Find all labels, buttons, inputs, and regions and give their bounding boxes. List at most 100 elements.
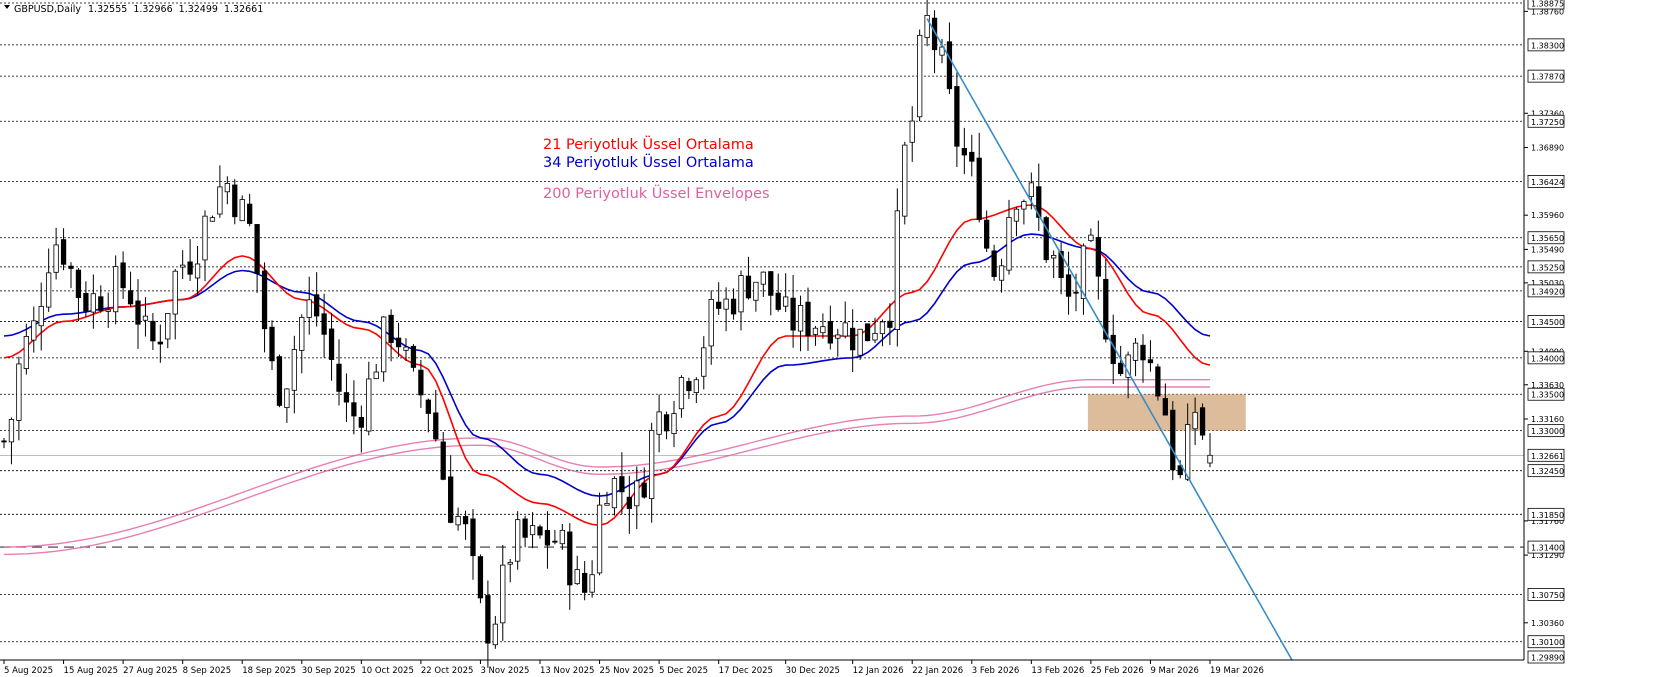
open-value: 1.32555 [88,4,127,15]
candle [135,279,141,349]
candle [1132,337,1139,377]
candle [991,244,997,281]
candle [224,176,230,205]
candle [425,398,431,433]
candle [507,559,513,583]
candle [1088,228,1094,243]
svg-text:1.35250: 1.35250 [1531,263,1564,272]
candle [1118,345,1124,377]
candle [574,555,580,585]
candle [663,411,670,440]
candle [314,272,320,327]
candle [1095,220,1101,300]
candle [269,320,275,370]
candle [1080,243,1087,315]
svg-text:GBPUSD,Daily 1.32555: GBPUSD,Daily 1.32555 1.32966 1.32499 1.3… [14,4,263,15]
candle [16,356,22,441]
candle [626,475,632,534]
candle [589,560,595,598]
candle [1065,251,1072,315]
envelope-upper [3,379,1210,548]
candle [812,325,819,346]
candle [716,282,722,315]
candle [790,275,796,348]
svg-text:1.32661: 1.32661 [1531,452,1564,461]
date-tick-label: 19 Mar 2026 [1210,666,1264,676]
candle [902,141,908,225]
date-tick-label: 30 Dec 2025 [786,666,840,676]
candle [701,336,707,390]
candle [939,38,945,64]
candle [113,255,119,325]
candle [232,179,238,225]
svg-text:1.31400: 1.31400 [1531,544,1564,553]
date-tick-label: 3 Nov 2025 [480,666,529,676]
svg-text:1.33500: 1.33500 [1531,391,1564,400]
price-level-tag: 1.31400 [1527,540,1565,554]
candle [492,615,498,649]
candle [336,339,342,406]
candle [529,512,536,549]
candle [120,251,126,299]
candle [678,375,685,418]
candle [1162,383,1168,416]
legend: 21 Periyotluk Üssel Ortalama 34 Periyotl… [543,135,770,202]
price-tick-label: 1.30360 [1531,619,1564,628]
date-tick-label: 22 Jan 2026 [912,666,963,676]
price-level-tag: 1.37870 [1527,69,1565,83]
candle [723,287,729,332]
candle [150,313,156,351]
price-level-tag: 1.29890 [1527,650,1565,664]
candle [321,293,327,358]
descending-trendline[interactable] [926,18,1293,661]
collapse-triangle-icon[interactable] [4,5,10,9]
candle [31,306,37,353]
candle [202,210,208,282]
price-axis: 1.38760 1.37360 1.36890 1.35960 1.35490 1.350… [0,0,1565,664]
price-level-tag: 1.35650 [1527,231,1565,245]
candle [172,268,178,340]
candle [500,544,506,641]
candle [165,313,171,349]
svg-text:1.38300: 1.38300 [1531,41,1564,50]
candle [872,317,878,344]
candle [157,324,163,363]
price-tick-label: 1.33630 [1531,381,1564,390]
candle [894,188,900,347]
candle [1036,163,1042,231]
high-value: 1.32966 [133,4,172,15]
candle [931,10,938,74]
candle [418,359,424,408]
price-level-tag: 1.35250 [1527,260,1565,274]
svg-text:1.34000: 1.34000 [1531,354,1564,363]
price-level-tag: 1.38300 [1527,38,1565,52]
candle [403,338,409,361]
legend-env200: 200 Periyotluk Üssel Envelopes [543,184,770,202]
price-tick-label: 1.35960 [1531,211,1564,220]
candle [395,322,402,357]
date-tick-label: 30 Sep 2025 [302,666,356,676]
time-axis: 5 Aug 2025 15 Aug 2025 27 Aug 2025 8 Sep 20… [3,660,1264,676]
candle [462,510,469,540]
candle [284,388,290,423]
date-tick-label: 25 Feb 2026 [1091,666,1144,676]
candle [730,288,737,320]
price-level-tag: 1.33500 [1527,387,1565,401]
svg-text:1.32450: 1.32450 [1531,467,1564,476]
candle [775,273,781,312]
candle [917,29,923,122]
date-tick-label: 18 Sep 2025 [242,666,296,676]
legend-ema21: 21 Periyotluk Üssel Ortalama [543,135,754,153]
candle [254,224,260,293]
candles [1,0,1213,668]
candle [209,215,216,222]
candle [455,507,461,531]
header-info: GBPUSD,Daily 1.32555 1.32966 1.32499 1.3… [4,4,263,15]
price-level-tag: 1.34000 [1527,351,1565,365]
candle [1125,351,1131,399]
date-tick-label: 12 Jan 2026 [853,666,904,676]
candle [842,301,848,339]
candle [864,323,871,342]
svg-text:1.30100: 1.30100 [1531,638,1564,647]
